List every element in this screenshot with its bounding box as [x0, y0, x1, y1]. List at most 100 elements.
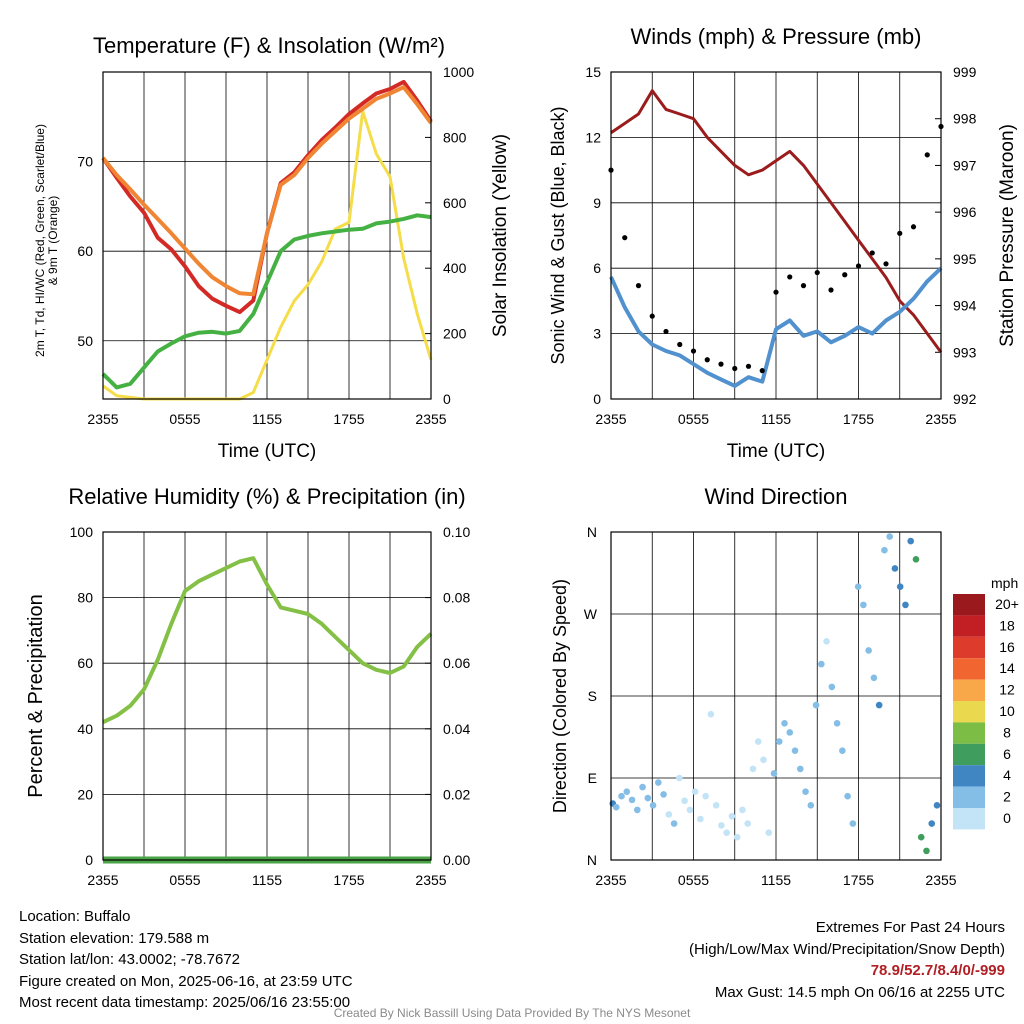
chart4-direction-point: [633, 806, 641, 814]
chart4-direction-point: [933, 802, 941, 809]
chart4-direction-point: [839, 747, 846, 754]
chart3-y2-tick-label: 0.00: [443, 852, 470, 868]
chart4-legend-swatch: [953, 786, 985, 808]
chart4-legend-label: 2: [1003, 789, 1011, 805]
chart2-x-tick-label: 1155: [761, 411, 791, 427]
extremes-legend: (High/Low/Max Wind/Precipitation/Snow De…: [689, 940, 1005, 958]
chart4-legend-swatch: [953, 722, 985, 744]
chart2-gust-point: [732, 365, 738, 372]
chart2-gust-point: [855, 263, 862, 269]
chart3-title: Relative Humidity (%) & Precipitation (i…: [68, 484, 465, 509]
chart1-y2-tick-label: 600: [443, 195, 467, 211]
chart4-legend-swatch: [953, 594, 985, 616]
chart3-y-tick-label: 60: [77, 655, 93, 671]
chart4-direction-point: [891, 565, 899, 572]
chart4-direction-point: [691, 788, 699, 795]
chart3-y2-tick-label: 0.02: [443, 786, 470, 802]
chart4-direction-point: [928, 820, 936, 827]
chart4-y-tick-label: N: [587, 524, 597, 540]
chart2-x-tick-label: 0555: [678, 411, 709, 427]
chart4-direction-point: [739, 806, 746, 814]
chart4-x-tick-label: 1155: [761, 872, 791, 888]
chart3-y-tick-label: 20: [77, 786, 93, 802]
chart1-y-tick-label: 50: [77, 333, 93, 349]
chart1-x-tick-label: 1755: [333, 411, 364, 427]
chart4-legend-label: 4: [1003, 767, 1011, 783]
chart2-gust-point: [828, 287, 834, 293]
chart2-y2-tick-label: 995: [953, 251, 977, 267]
chart2-gust-point: [924, 152, 930, 158]
chart4-direction-point: [775, 738, 783, 745]
chart4-direction-point: [728, 812, 736, 820]
chart2-y2-tick-label: 998: [953, 111, 977, 127]
chart4-legend-label: 0: [1003, 810, 1011, 826]
chart4-y-tick-label: N: [587, 852, 597, 868]
chart4-direction-point: [760, 756, 767, 764]
chart4-direction-point: [833, 720, 841, 727]
chart4-direction-point: [791, 747, 799, 754]
chart4-direction-point: [686, 806, 694, 814]
chart3-x-tick-label: 2355: [87, 872, 118, 888]
chart4-y-tick-label: S: [588, 688, 597, 704]
station-latlon: Station lat/lon: 43.0002; -78.7672: [19, 951, 241, 968]
chart1-y-tick-label: 60: [77, 243, 93, 259]
chart4-direction-point: [818, 660, 825, 668]
chart3-x-tick-label: 1755: [333, 872, 364, 888]
chart2-y2-axis-label: Station Pressure (Maroon): [997, 124, 1018, 347]
chart3-x-tick-label: 2355: [415, 872, 446, 888]
chart4-direction-point: [865, 647, 872, 654]
chart4-direction-point: [902, 601, 909, 609]
chart4-legend-label: 6: [1003, 746, 1011, 762]
chart4-direction-point: [849, 820, 857, 827]
chart4-x-tick-label: 2355: [595, 872, 626, 888]
chart2-gust-point: [663, 328, 669, 335]
chart4-direction-point: [860, 601, 867, 609]
chart4-direction-point: [770, 770, 778, 777]
chart2-x-tick-label: 1755: [843, 411, 874, 427]
chart4-direction-point: [912, 556, 920, 563]
chart4-legend-swatch: [953, 658, 985, 680]
chart2-x-tick-label: 2355: [595, 411, 626, 427]
chart4-direction-point: [917, 833, 925, 841]
chart2-gust-point: [897, 230, 903, 236]
chart1-x-tick-label: 2355: [415, 411, 446, 427]
chart2-gust-point: [622, 235, 628, 241]
chart1-y2-tick-label: 200: [443, 326, 467, 342]
chart4-direction-point: [802, 788, 809, 795]
chart1-series-line: [101, 85, 433, 297]
chart2-x-tick-label: 2355: [925, 411, 956, 427]
chart2-y2-tick-label: 992: [953, 391, 977, 407]
chart4-direction-point: [707, 710, 715, 718]
chart4-x-tick-label: 1755: [843, 872, 874, 888]
max-gust: Max Gust: 14.5 mph On 06/16 at 2255 UTC: [714, 983, 1005, 1001]
chart4-legend-label: 8: [1003, 724, 1011, 740]
chart1-x-tick-label: 2355: [87, 411, 118, 427]
station-elevation: Station elevation: 179.588 m: [19, 929, 210, 947]
chart2-series-line: [609, 266, 943, 388]
chart2-gust-point: [800, 283, 807, 289]
chart4-direction-point: [723, 829, 730, 836]
chart1-series-line: [101, 213, 432, 390]
chart4-direction-point: [702, 792, 709, 800]
chart2-y2-tick-label: 997: [953, 157, 977, 173]
chart4-legend-label: 14: [999, 660, 1015, 676]
chart2-frame: [610, 71, 942, 400]
station-location: Location: Buffalo: [19, 908, 131, 925]
chart3-x-tick-label: 1155: [252, 872, 282, 888]
chart1-y2-tick-label: 1000: [443, 64, 474, 80]
chart3-y-axis-label: Percent & Precipitation: [25, 594, 47, 797]
chart4-title: Wind Direction: [704, 484, 847, 509]
chart4-direction-point: [786, 729, 794, 736]
chart3-y2-tick-label: 0.10: [443, 524, 470, 540]
chart2-gust-point: [704, 357, 710, 363]
chart4-direction-point: [823, 638, 830, 645]
credit-line: Created By Nick Bassill Using Data Provi…: [333, 1006, 691, 1020]
figure-created: Figure created on Mon, 2025-06-16, at 23…: [19, 972, 353, 990]
chart1-frame: [102, 71, 432, 400]
chart4-direction-point: [781, 720, 788, 727]
chart2-y-tick-label: 3: [593, 326, 601, 342]
chart4-legend-swatch: [953, 808, 985, 830]
extremes-values: 78.9/52.7/8.4/0/-999: [870, 962, 1005, 979]
chart3-y-tick-label: 100: [70, 524, 94, 540]
chart4-direction-point: [718, 822, 725, 829]
